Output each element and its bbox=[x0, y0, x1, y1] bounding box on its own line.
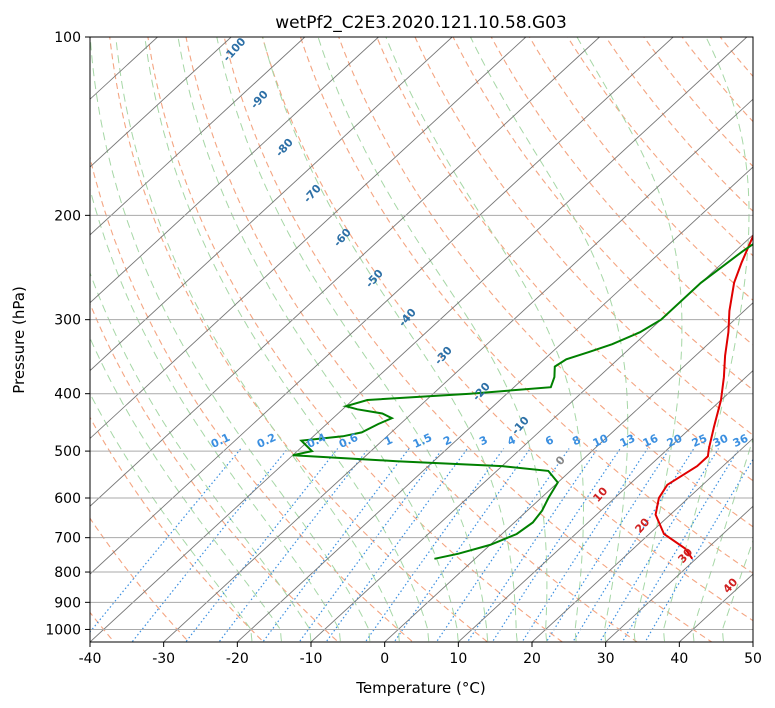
mixing-ratio-label: 10 bbox=[591, 432, 611, 450]
moist-adiabat bbox=[90, 271, 312, 642]
x-tick-label: 20 bbox=[523, 651, 541, 667]
dry-adiabat bbox=[261, 37, 753, 622]
isotherm-line bbox=[752, 641, 753, 642]
moist-adiabat bbox=[177, 37, 459, 642]
mixing-ratio-label: 36 bbox=[731, 432, 751, 450]
moist-adiabat bbox=[469, 37, 629, 642]
mixing-ratio-line bbox=[364, 448, 505, 642]
plot-frame bbox=[89, 36, 754, 643]
mixing-ratio-label: 16 bbox=[641, 432, 661, 450]
x-tick-label: -30 bbox=[152, 651, 175, 667]
isotherm-line bbox=[384, 302, 753, 642]
dry-adiabat bbox=[338, 37, 753, 528]
y-tick-label: 1000 bbox=[45, 622, 81, 638]
y-tick-label: 300 bbox=[54, 313, 81, 329]
mixing-ratio-line bbox=[218, 448, 369, 642]
moist-adiabat bbox=[317, 37, 548, 642]
x-tick-label: -20 bbox=[226, 651, 249, 667]
dry-adiabat bbox=[490, 37, 753, 346]
isotherm-line bbox=[90, 37, 379, 304]
moist-adiabat bbox=[115, 37, 400, 642]
x-axis-label: Temperature (°C) bbox=[355, 679, 485, 697]
dry-adiabat bbox=[147, 37, 564, 642]
moist-adiabat bbox=[662, 37, 750, 642]
mixing-ratio-label: 25 bbox=[690, 432, 709, 450]
dry-adiabat bbox=[223, 37, 713, 642]
isotherm-line bbox=[90, 37, 306, 236]
dry-adiabat bbox=[90, 155, 414, 642]
mixing-ratio-label: 30 bbox=[711, 432, 731, 450]
dewpoint-profile bbox=[292, 242, 753, 560]
y-tick-label: 800 bbox=[54, 565, 81, 581]
dry-adiabat bbox=[452, 37, 753, 391]
plot-area bbox=[90, 37, 753, 642]
moist-adiabat bbox=[385, 37, 584, 642]
dry-adiabat bbox=[376, 37, 753, 482]
mixing-ratio-line bbox=[298, 448, 444, 642]
dry-adiabat bbox=[185, 37, 638, 642]
moist-adiabat bbox=[90, 37, 371, 642]
mixing-ratio-label: 13 bbox=[618, 432, 637, 450]
isotherm-line bbox=[531, 437, 753, 642]
isotherm-line bbox=[605, 505, 753, 642]
isotherm-line bbox=[310, 234, 753, 642]
dry-adiabat bbox=[414, 37, 753, 436]
mixing-ratio-line bbox=[393, 448, 531, 642]
x-tick-label: 30 bbox=[597, 651, 615, 667]
y-tick-label: 500 bbox=[54, 444, 81, 460]
dry-adiabat bbox=[299, 37, 753, 574]
y-tick-label: 700 bbox=[54, 531, 81, 547]
y-tick-label: 400 bbox=[54, 387, 81, 403]
x-tick-label: -10 bbox=[300, 651, 323, 667]
x-tick-label: 50 bbox=[744, 651, 762, 667]
moist-adiabat bbox=[216, 37, 489, 642]
isotherm-line bbox=[458, 369, 753, 642]
isotherm-line bbox=[237, 166, 753, 642]
isotherm-line bbox=[90, 37, 453, 372]
y-tick-label: 600 bbox=[54, 491, 81, 507]
mixing-ratio-line bbox=[90, 448, 242, 633]
isotherm-line bbox=[90, 37, 527, 440]
y-tick-label: 900 bbox=[54, 595, 81, 611]
isotherm-line bbox=[163, 98, 753, 642]
x-tick-label: 10 bbox=[449, 651, 467, 667]
isotherm-line bbox=[90, 37, 748, 642]
moist-adiabat bbox=[721, 539, 753, 642]
dry-adiabat bbox=[90, 302, 340, 642]
x-tick-label: 40 bbox=[670, 651, 688, 667]
mixing-ratio-label: 20 bbox=[665, 432, 685, 450]
temperature-profile bbox=[654, 233, 753, 560]
chart-title: wetPf2_C2E3.2020.121.10.58.G03 bbox=[275, 13, 567, 33]
moist-adiabat bbox=[90, 336, 283, 642]
mixing-ratio-line bbox=[262, 448, 410, 642]
x-tick-label: 0 bbox=[380, 651, 389, 667]
moist-adiabat bbox=[144, 37, 430, 642]
moist-adiabat bbox=[692, 437, 753, 642]
y-tick-label: 100 bbox=[54, 30, 81, 46]
isotherm-line bbox=[90, 37, 232, 168]
isotherm-line bbox=[90, 37, 600, 507]
moist-adiabat bbox=[262, 37, 518, 642]
y-tick-label: 200 bbox=[54, 208, 81, 224]
y-axis-label: Pressure (hPa) bbox=[10, 286, 28, 394]
isotherm-line bbox=[90, 37, 674, 575]
x-tick-label: -40 bbox=[79, 651, 102, 667]
